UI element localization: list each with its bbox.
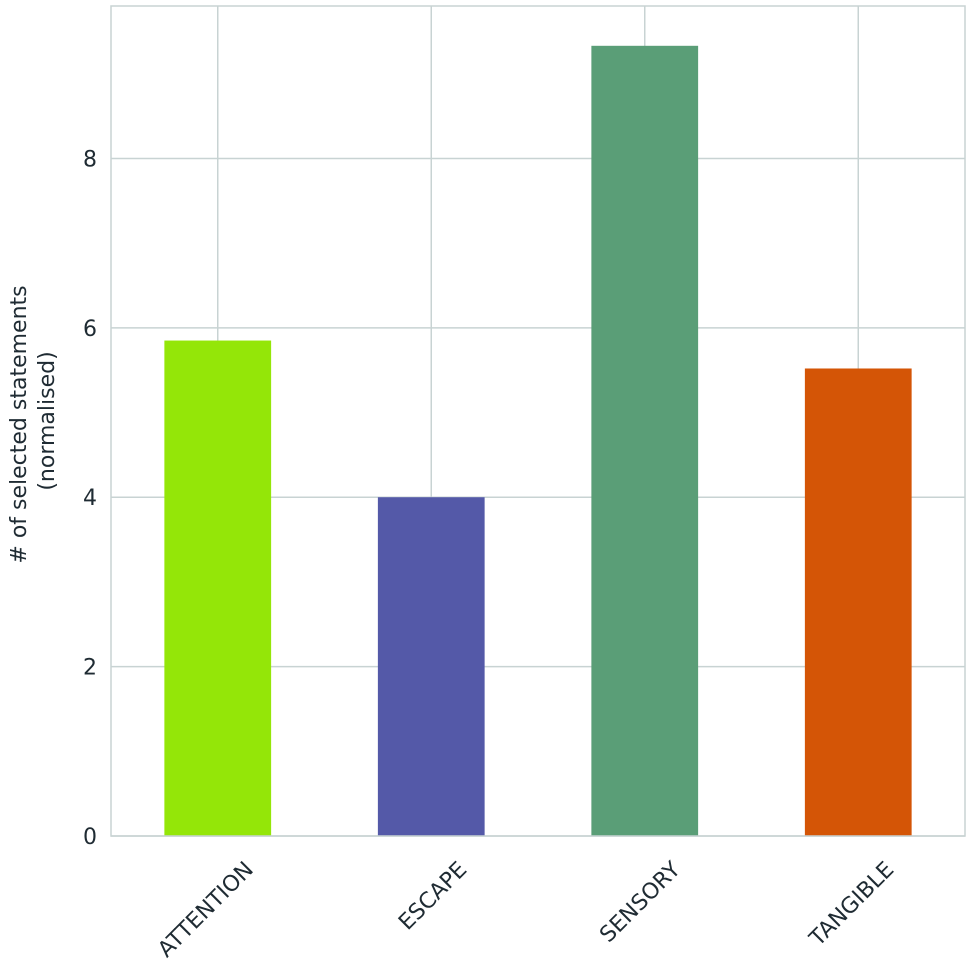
bar-sensory <box>591 45 699 836</box>
y-tick-label: 6 <box>83 317 97 342</box>
plot-frame <box>110 5 966 837</box>
x-tick-label: ESCAPE <box>394 857 472 935</box>
y-tick-label: 4 <box>83 486 97 511</box>
x-tick-label: TANGIBLE <box>804 857 899 952</box>
y-tick-labels: 0 2 4 6 8 <box>83 147 97 850</box>
x-tick-labels: ATTENTION ESCAPE SENSORY TANGIBLE <box>153 857 899 963</box>
bars <box>164 45 912 836</box>
y-axis-label-line-2: (normalised) <box>35 351 60 490</box>
y-tick-label: 0 <box>83 825 97 850</box>
y-axis-label-line-1: # of selected statements <box>7 285 32 563</box>
x-tick-label: ATTENTION <box>153 857 258 962</box>
y-axis-label: # of selected statements (normalised) <box>7 278 60 563</box>
x-tick-label: SENSORY <box>595 857 686 948</box>
bar-escape <box>377 497 485 836</box>
bar-attention <box>164 340 272 836</box>
y-tick-label: 2 <box>83 656 97 681</box>
bar-tangible <box>804 368 912 836</box>
y-tick-label: 8 <box>83 147 97 172</box>
